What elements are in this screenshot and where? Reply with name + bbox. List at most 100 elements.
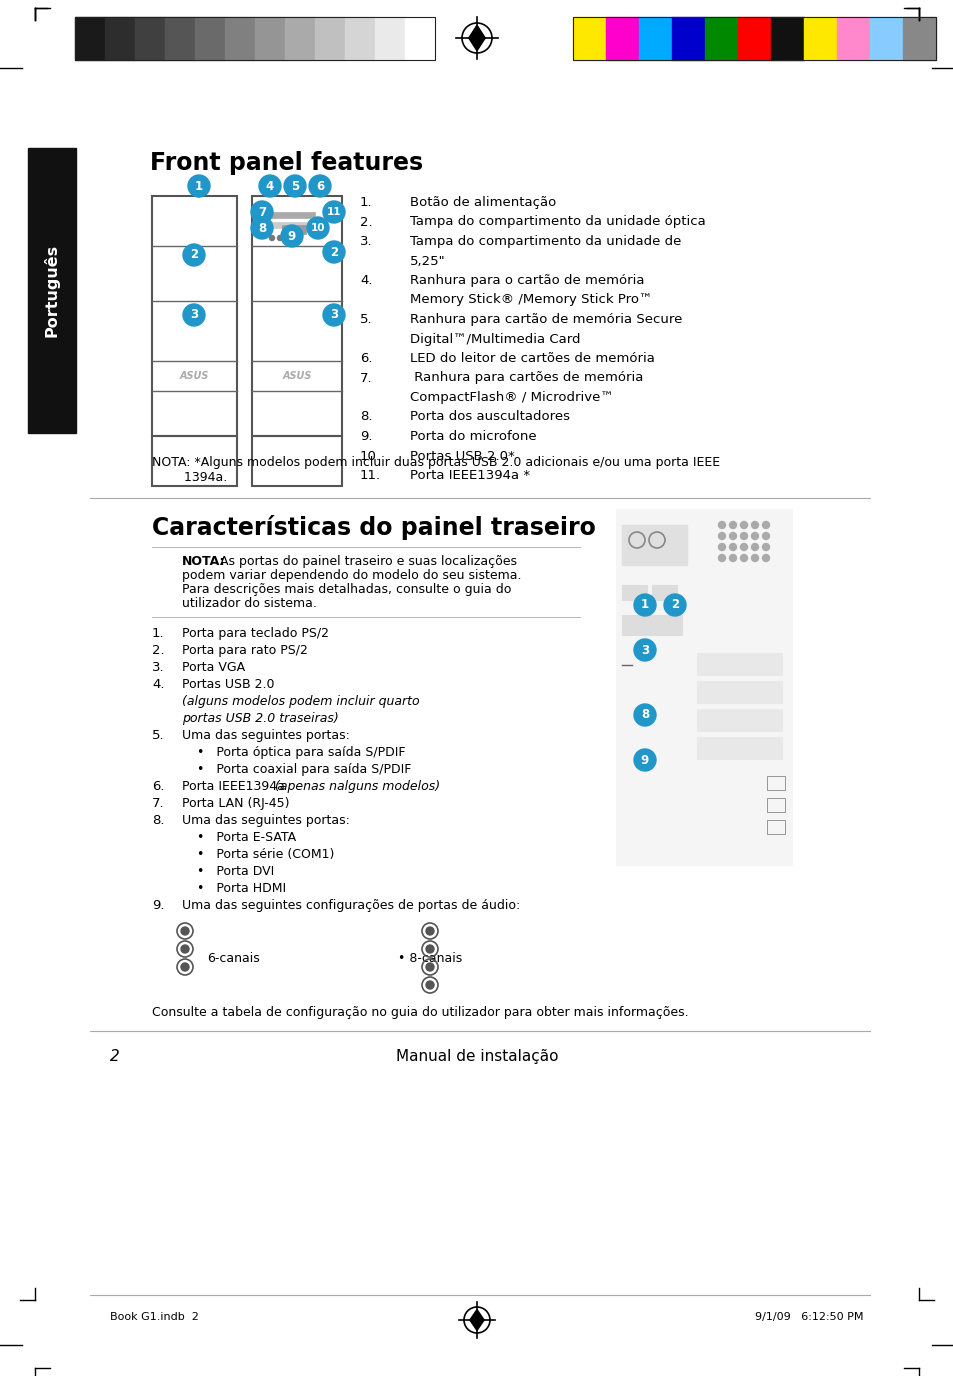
- Text: Português: Português: [44, 244, 60, 337]
- Circle shape: [740, 533, 747, 539]
- Circle shape: [251, 201, 273, 223]
- Polygon shape: [470, 1310, 483, 1331]
- Text: 11: 11: [327, 206, 341, 217]
- Bar: [766, 820, 784, 834]
- Text: 3: 3: [190, 308, 198, 322]
- Text: 6.: 6.: [152, 780, 164, 793]
- Text: 8: 8: [640, 709, 648, 721]
- Bar: [803, 17, 836, 61]
- Circle shape: [251, 217, 273, 239]
- Text: 5.: 5.: [152, 729, 165, 742]
- Circle shape: [426, 945, 434, 954]
- Circle shape: [277, 235, 282, 241]
- Circle shape: [426, 963, 434, 971]
- Text: utilizador do sistema.: utilizador do sistema.: [182, 597, 316, 610]
- Text: Portas USB 2.0: Portas USB 2.0: [182, 678, 278, 691]
- Text: Ranhura para o cartão de memória: Ranhura para o cartão de memória: [410, 274, 644, 288]
- Text: 1.: 1.: [152, 627, 165, 640]
- Text: Front panel features: Front panel features: [150, 151, 423, 175]
- Text: 2.: 2.: [152, 644, 165, 656]
- Bar: [28, 149, 76, 433]
- Text: 2: 2: [110, 1049, 120, 1064]
- Text: 8.: 8.: [152, 815, 164, 827]
- Bar: [902, 17, 935, 61]
- Bar: [225, 17, 254, 61]
- Text: As portas do painel traseiro e suas localizações: As portas do painel traseiro e suas loca…: [220, 555, 517, 568]
- Bar: [770, 17, 803, 61]
- Text: NOTA:: NOTA:: [182, 555, 225, 568]
- Text: 3.: 3.: [359, 235, 373, 248]
- Circle shape: [181, 963, 189, 971]
- Circle shape: [426, 981, 434, 989]
- Text: Botão de alimentação: Botão de alimentação: [410, 195, 556, 209]
- Circle shape: [729, 522, 736, 528]
- Bar: [260, 212, 314, 217]
- Circle shape: [307, 217, 329, 239]
- Text: portas USB 2.0 traseiras): portas USB 2.0 traseiras): [182, 711, 338, 725]
- Circle shape: [718, 522, 724, 528]
- Circle shape: [729, 555, 736, 561]
- Text: 1: 1: [640, 599, 648, 611]
- Circle shape: [269, 235, 274, 241]
- Text: Portas USB 2.0*: Portas USB 2.0*: [410, 450, 515, 462]
- Text: Tampa do compartimento da unidade de: Tampa do compartimento da unidade de: [410, 235, 680, 248]
- Bar: [639, 17, 671, 61]
- Circle shape: [740, 544, 747, 550]
- Bar: [869, 17, 902, 61]
- Text: Consulte a tabela de configuração no guia do utilizador para obter mais informaç: Consulte a tabela de configuração no gui…: [152, 1006, 688, 1020]
- Text: 2: 2: [670, 599, 679, 611]
- Text: •   Porta coaxial para saída S/PDIF: • Porta coaxial para saída S/PDIF: [196, 764, 411, 776]
- Text: •   Porta HDMI: • Porta HDMI: [196, 882, 286, 894]
- Bar: [135, 17, 165, 61]
- Bar: [697, 681, 781, 703]
- Bar: [314, 17, 345, 61]
- Text: 5,25": 5,25": [410, 255, 445, 267]
- Bar: [697, 738, 781, 760]
- Text: Ranhura para cartão de memória Secure: Ranhura para cartão de memória Secure: [410, 312, 681, 326]
- Bar: [605, 17, 639, 61]
- Circle shape: [284, 175, 306, 197]
- Bar: [295, 226, 306, 234]
- Bar: [766, 798, 784, 812]
- Text: 4: 4: [266, 179, 274, 193]
- Text: Tampa do compartimento da unidade óptica: Tampa do compartimento da unidade óptica: [410, 216, 705, 228]
- Text: 1: 1: [194, 179, 203, 193]
- Text: 10.: 10.: [359, 450, 380, 462]
- Text: Ranhura para cartões de memória: Ranhura para cartões de memória: [410, 372, 642, 384]
- Bar: [405, 17, 435, 61]
- Text: 1.: 1.: [359, 195, 373, 209]
- Bar: [345, 17, 375, 61]
- Text: 8.: 8.: [359, 410, 372, 424]
- Circle shape: [188, 175, 210, 197]
- Circle shape: [751, 544, 758, 550]
- Bar: [152, 195, 236, 436]
- Text: •   Porta série (COM1): • Porta série (COM1): [196, 848, 334, 861]
- Text: Porta para rato PS/2: Porta para rato PS/2: [182, 644, 308, 656]
- Bar: [704, 17, 738, 61]
- Text: 7.: 7.: [152, 797, 165, 810]
- Text: • 8-canais: • 8-canais: [397, 952, 462, 966]
- Bar: [621, 615, 681, 634]
- Bar: [617, 510, 791, 866]
- Circle shape: [634, 638, 656, 660]
- Circle shape: [729, 533, 736, 539]
- Circle shape: [740, 555, 747, 561]
- Circle shape: [426, 927, 434, 936]
- Text: 2: 2: [190, 249, 198, 261]
- Text: 9: 9: [640, 754, 648, 766]
- Circle shape: [729, 544, 736, 550]
- Bar: [671, 17, 704, 61]
- Text: 9: 9: [288, 230, 295, 242]
- Text: Porta para teclado PS/2: Porta para teclado PS/2: [182, 627, 329, 640]
- Text: NOTA: *Alguns modelos podem incluir duas portas USB 2.0 adicionais e/ou uma port: NOTA: *Alguns modelos podem incluir duas…: [152, 455, 720, 484]
- Text: •   Porta E-SATA: • Porta E-SATA: [196, 831, 295, 843]
- Bar: [152, 436, 236, 486]
- Circle shape: [718, 544, 724, 550]
- Circle shape: [634, 594, 656, 616]
- Text: 3: 3: [330, 308, 337, 322]
- Text: CompactFlash® / Microdrive™: CompactFlash® / Microdrive™: [410, 391, 613, 405]
- Text: ASUS: ASUS: [179, 372, 209, 381]
- Text: Uma das seguintes portas:: Uma das seguintes portas:: [182, 729, 350, 742]
- Text: 5: 5: [291, 179, 299, 193]
- Text: Uma das seguintes configurações de portas de áudio:: Uma das seguintes configurações de porta…: [182, 899, 519, 912]
